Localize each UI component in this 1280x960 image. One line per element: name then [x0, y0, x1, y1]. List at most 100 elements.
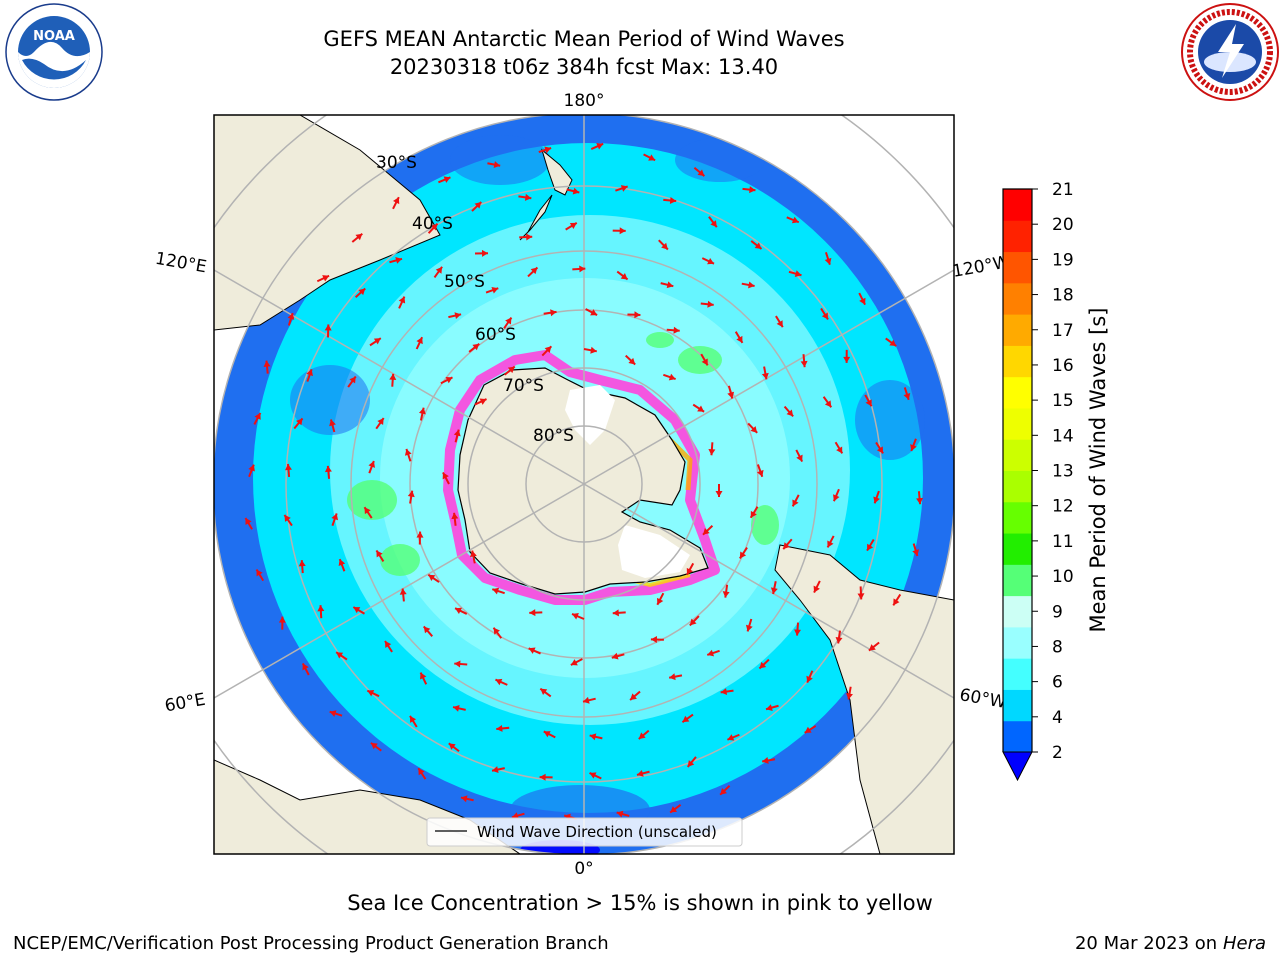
wave-arrow-head	[296, 418, 303, 426]
wave-arrow-head	[399, 588, 407, 595]
map-subtitle: 20230318 t06z 384h fcst Max: 13.40	[389, 55, 779, 79]
wave-arrow-head	[682, 715, 690, 723]
wave-arrow-head	[791, 216, 799, 224]
colorbar-tick-label: 12	[1052, 497, 1074, 517]
colorbar-tick-label: 21	[1052, 180, 1074, 200]
wave-arrow-head	[620, 185, 628, 192]
colorbar-bin	[1003, 439, 1032, 471]
wave-arrow-head	[540, 688, 548, 696]
colorbar-bin	[1003, 407, 1032, 440]
wave-arrow-head	[720, 688, 728, 696]
wave-arrow-head	[794, 270, 802, 278]
wave-arrow-head	[754, 242, 762, 249]
wave-arrow-head	[481, 249, 489, 257]
wave-arrow-head	[256, 569, 263, 577]
wave-arrow-head	[910, 444, 917, 451]
colorbar-tick-label: 8	[1052, 637, 1063, 657]
wave-arrow-head	[469, 550, 477, 558]
wave-arrow-head	[355, 233, 363, 241]
wave-arrow-head	[857, 593, 865, 600]
wave-arrow-head	[248, 464, 255, 472]
wave-arrow-head	[479, 398, 487, 405]
wave-arrow-head	[306, 369, 313, 377]
wave-arrow-head	[770, 587, 778, 594]
wave-arrow-head	[491, 286, 499, 294]
wave-arrow-head	[661, 242, 668, 250]
wave-arrow-head	[612, 609, 619, 617]
wave-arrow-head	[748, 281, 755, 289]
wave-arrow-head	[338, 559, 346, 566]
wave-arrow-head	[630, 693, 637, 700]
wave-arrow-head	[616, 810, 624, 818]
wave-arrow-head	[409, 715, 417, 723]
wave-arrow-head	[544, 346, 552, 354]
lon-label-180: 180°	[564, 91, 605, 111]
colorbar-tick-label: 19	[1052, 250, 1074, 270]
colorbar-bin	[1003, 220, 1032, 253]
graticule	[214, 115, 954, 854]
wave-arrow-head	[648, 154, 656, 161]
new-zealand-landmass	[519, 148, 573, 241]
colorbar-tick-label: 11	[1052, 532, 1074, 552]
lon-label-60e: 60°E	[163, 690, 207, 717]
wave-arrow-head	[420, 672, 427, 680]
footer-date: 20 Mar 2023 on Hera	[1075, 933, 1266, 954]
wave-arrow-head	[833, 494, 840, 502]
wave-arrow-head	[455, 607, 463, 614]
wave-arrow-head	[278, 616, 286, 623]
wave-arrow-head	[800, 360, 808, 368]
wave-arrow-head	[322, 275, 330, 282]
colorbar-bin	[1003, 314, 1032, 346]
colorbar-tick-label: 10	[1052, 567, 1074, 587]
wave-arrow-head	[404, 448, 412, 456]
wave-arrow-head	[364, 507, 371, 515]
ice-shelf-weddell	[618, 525, 690, 578]
svg-text:NOAA: NOAA	[33, 29, 75, 44]
wave-arrow-head	[590, 309, 598, 316]
wave-arrow-head	[750, 426, 758, 433]
wave-arrow-head	[893, 598, 900, 606]
lat-label-60s: 60°S	[475, 325, 516, 345]
wave-arrow-head	[495, 678, 503, 686]
wave-arrow-head	[453, 429, 461, 437]
colorbar-tick-label: 15	[1052, 391, 1074, 411]
wave-arrow-head	[284, 514, 291, 522]
wave-arrow-head	[806, 675, 813, 683]
wave-arrow-head	[492, 766, 499, 773]
wave-arrow-head	[493, 627, 500, 635]
wave-arrow-head	[245, 518, 252, 525]
wave-arrow-head	[472, 343, 480, 351]
map-title: GEFS MEAN Antarctic Mean Period of Wind …	[323, 27, 845, 51]
wave-arrow-head	[544, 146, 552, 154]
wave-arrow-head	[416, 337, 423, 345]
wave-arrow-head	[589, 733, 597, 741]
wave-arrow-head	[376, 550, 383, 558]
wave-arrow-head	[620, 273, 628, 280]
wave-arrow-head	[582, 696, 590, 704]
colorbar-bin	[1003, 626, 1032, 659]
latitude-labels: 30°S 40°S 50°S 60°S 70°S 80°S	[376, 153, 574, 446]
wave-arrow-head	[619, 227, 626, 235]
footer-host: Hera	[1222, 933, 1266, 954]
wave-arrow-head	[657, 597, 664, 605]
colorbar-bin	[1003, 189, 1032, 221]
wave-arrow-head	[398, 296, 406, 304]
wave-arrow-head	[697, 405, 705, 412]
wave-arrow-head	[524, 193, 532, 201]
wave-arrow-head	[702, 528, 710, 535]
wave-arrow-head	[759, 661, 767, 669]
wave-arrow-head	[804, 726, 812, 733]
lat-label-50s: 50°S	[444, 272, 485, 292]
wave-arrow-head	[722, 591, 730, 598]
wave-arrow-head	[710, 220, 717, 228]
wave-arrow-head	[505, 317, 512, 325]
colorbar-bin	[1003, 658, 1032, 690]
wave-arrow-head	[329, 419, 336, 427]
wave-arrow-head	[859, 297, 866, 305]
map-legend: Wind Wave Direction (unscaled)	[426, 817, 743, 847]
wave-arrow-head	[407, 490, 415, 498]
lat-label-70s: 70°S	[503, 376, 544, 396]
colorbar-tick-label: 20	[1052, 215, 1074, 235]
wave-arrow-head	[634, 311, 641, 319]
